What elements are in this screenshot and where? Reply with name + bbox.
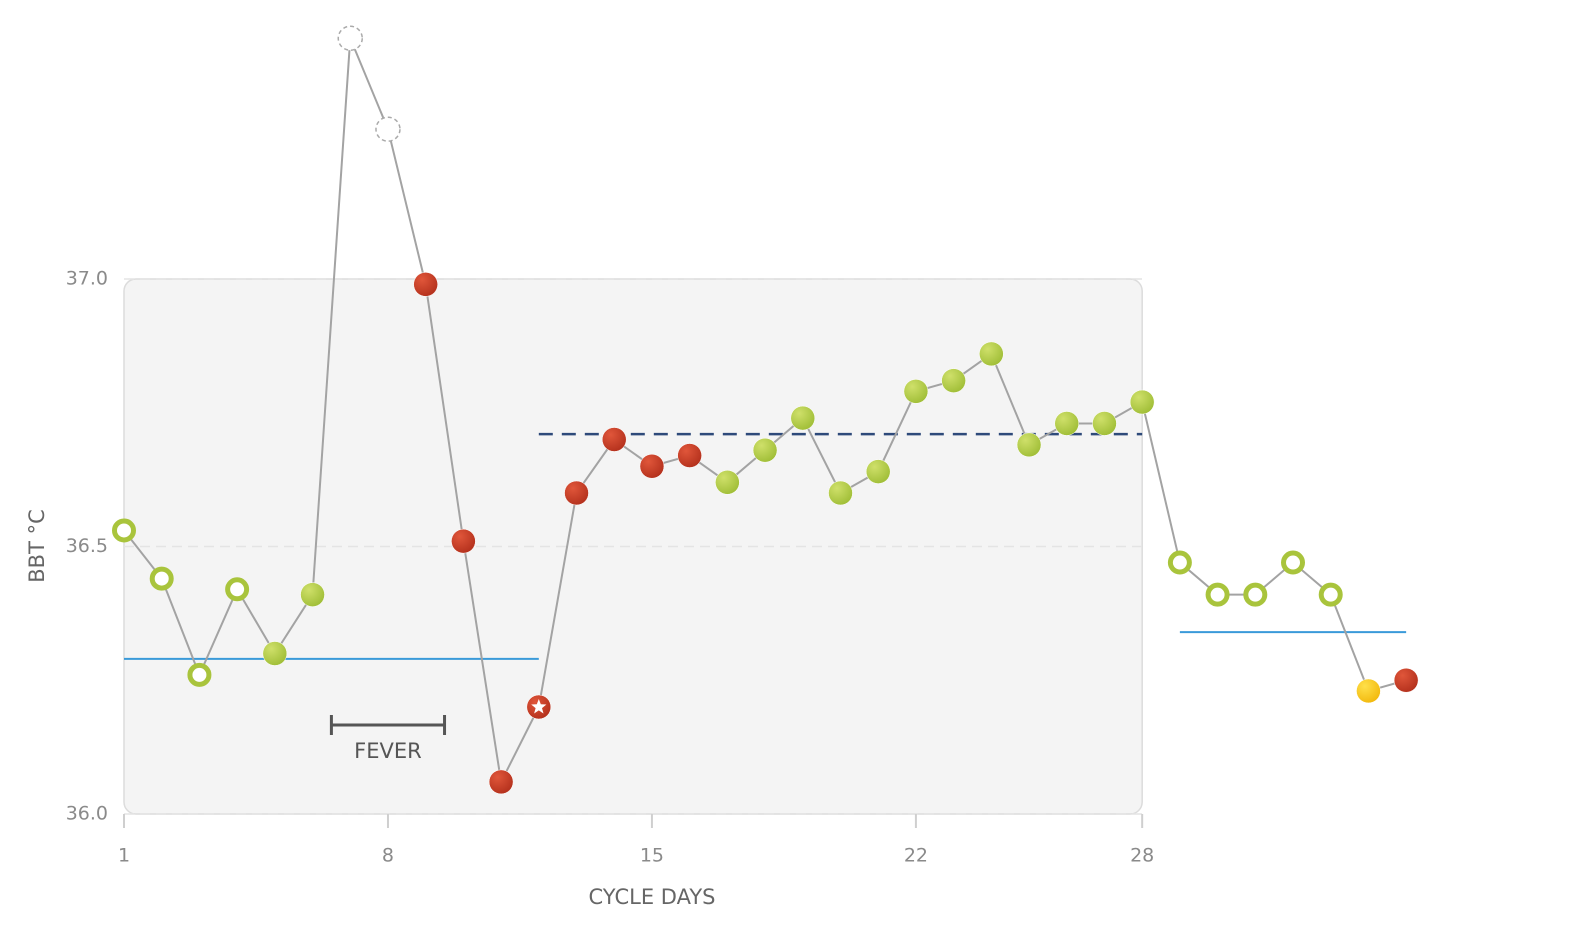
y-axis-label: BBT °C — [25, 509, 49, 582]
data-point — [225, 577, 250, 602]
y-tick-label: 37.0 — [66, 268, 108, 290]
data-point — [1167, 550, 1192, 575]
x-tick-label: 8 — [382, 845, 394, 867]
data-point — [865, 459, 891, 484]
data-point — [1129, 389, 1155, 415]
data-point — [903, 379, 929, 404]
data-point — [187, 662, 212, 687]
data-point — [149, 566, 174, 591]
x-tick-label: 22 — [904, 845, 928, 867]
data-point — [1318, 582, 1343, 607]
data-point — [451, 528, 476, 554]
data-point — [112, 518, 136, 543]
data-point — [262, 641, 288, 666]
data-point — [300, 582, 325, 607]
data-point — [1356, 678, 1381, 704]
ovulation-star — [531, 699, 547, 714]
data-point — [1054, 411, 1079, 436]
data-point — [488, 769, 514, 795]
data-point — [1092, 411, 1117, 436]
data-point — [941, 368, 966, 393]
x-tick-label: 28 — [1130, 845, 1154, 867]
data-point — [601, 427, 627, 452]
annotation-label: FEVER — [354, 739, 422, 763]
data-point — [790, 405, 816, 431]
data-point — [413, 272, 438, 297]
y-tick-label: 36.0 — [66, 803, 108, 825]
data-point — [337, 25, 364, 51]
data-point — [979, 341, 1004, 367]
data-point — [828, 480, 853, 506]
data-point — [1205, 582, 1230, 607]
data-point — [375, 116, 401, 142]
data-point — [1243, 582, 1268, 607]
data-point — [1016, 432, 1042, 458]
data-point — [1393, 668, 1419, 693]
data-point — [1281, 550, 1306, 575]
data-point — [677, 443, 702, 468]
x-tick-label: 1 — [118, 845, 130, 867]
data-point — [639, 454, 665, 479]
data-point — [564, 480, 589, 506]
data-point — [752, 437, 778, 463]
y-tick-label: 36.5 — [66, 535, 108, 557]
data-point — [715, 470, 740, 495]
x-tick-label: 15 — [640, 845, 664, 867]
x-axis-label: CYCLE DAYS — [589, 885, 716, 909]
annotation-bracket — [329, 715, 447, 735]
